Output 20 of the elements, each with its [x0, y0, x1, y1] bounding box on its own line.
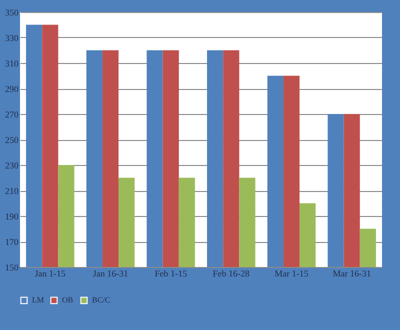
x-tick-label: Mar 16-31 [332, 268, 371, 278]
legend-label: OB [62, 295, 74, 304]
y-tick-label: 190 [5, 212, 19, 222]
y-tick-label: 350 [5, 8, 19, 18]
y-tick-label: 170 [5, 237, 19, 247]
y-tick-label: 270 [5, 110, 19, 120]
y-tick-label: 330 [5, 33, 19, 43]
y-tick-label: 150 [5, 262, 19, 272]
y-tick-label: 290 [5, 84, 19, 94]
y-tick-label: 210 [5, 186, 19, 196]
x-tick-label: Jan 16-31 [92, 268, 128, 278]
x-tick-label: Jan 1-15 [34, 268, 66, 278]
x-tick-label: Mar 1-15 [274, 268, 309, 278]
legend-label: BC/C [92, 295, 110, 304]
y-tick-label: 310 [5, 58, 19, 68]
y-tick-label: 230 [5, 160, 19, 170]
legend-label: LM [32, 295, 44, 304]
y-tick-label: 250 [5, 135, 19, 145]
x-tick-label: Feb 16-28 [212, 268, 250, 278]
x-tick-label: Feb 1-15 [154, 268, 188, 278]
